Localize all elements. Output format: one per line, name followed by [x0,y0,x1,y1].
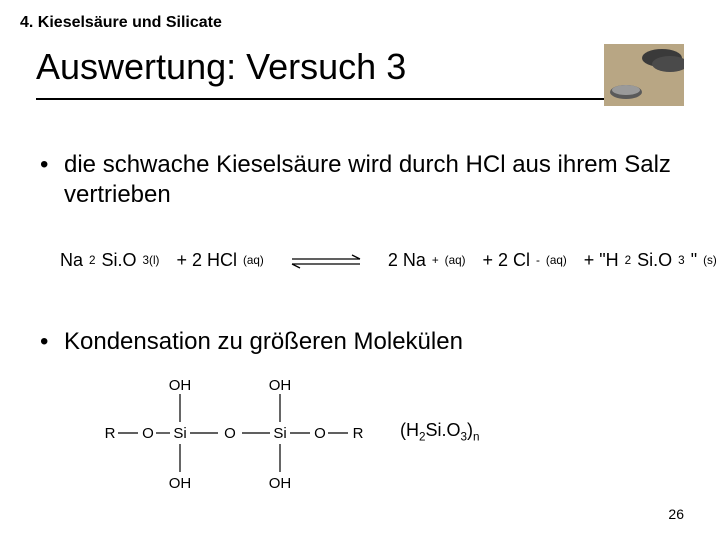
eq-quote: " [691,250,697,271]
label-o: O [314,425,326,442]
header-image [604,44,684,106]
equilibrium-arrow-icon [286,252,366,270]
label-si: Si [173,425,186,442]
bullet-item: • die schwache Kieselsäure wird durch HC… [36,150,684,210]
label-oh: OH [169,475,192,492]
bullet-text: die schwache Kieselsäure wird durch HCl … [64,150,684,210]
siloxane-structure-icon: OH Si OH OH Si OH R O O O [100,376,400,496]
eq-lhs-sio: Si.O [102,250,137,271]
label-oh: OH [269,475,292,492]
bullet-marker: • [36,150,64,210]
eq-plus-cl: + 2 Cl [482,250,530,271]
poly-mid: Si.O [426,420,461,440]
poly-n: n [473,431,480,444]
label-r: R [105,425,116,442]
eq-plus-h2sio3: + "H [584,250,619,271]
label-oh: OH [169,377,192,394]
bullet-text: Kondensation zu größeren Molekülen [64,328,684,356]
label-o: O [142,425,154,442]
bullet-item: • Kondensation zu größeren Molekülen [36,328,684,356]
polymer-formula: (H2Si.O3)n [400,420,480,441]
reaction-equation: Na2Si.O3(l) + 2 HCl(aq) 2 Na+(aq) + 2 Cl… [60,250,680,271]
bullet-marker: • [36,328,64,356]
page-number: 26 [668,506,684,522]
eq-sio: Si.O [637,250,672,271]
title-block: Auswertung: Versuch 3 [36,46,684,100]
eq-rhs-na: 2 Na [388,250,426,271]
slide: 4. Kieselsäure und Silicate Auswertung: … [0,0,720,540]
label-o: O [224,425,236,442]
title-underline [36,98,684,100]
bullet-list-2: • Kondensation zu größeren Molekülen [36,328,684,366]
chapter-label: 4. Kieselsäure und Silicate [20,14,222,32]
label-si: Si [273,425,286,442]
label-oh: OH [269,377,292,394]
bullet-list-1: • die schwache Kieselsäure wird durch HC… [36,150,684,220]
eq-plus-hcl: + 2 HCl [176,250,237,271]
silicon-photo-icon [604,44,684,106]
label-r: R [353,425,364,442]
slide-title: Auswertung: Versuch 3 [36,46,684,92]
poly-open: (H [400,420,419,440]
eq-lhs-na: Na [60,250,83,271]
